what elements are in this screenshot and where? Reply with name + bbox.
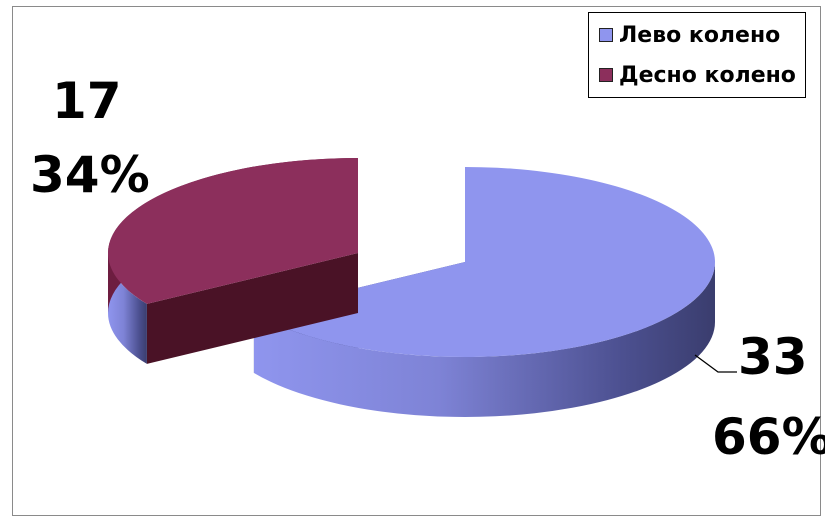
leader-line [694,354,737,373]
pie-slice-left-knee [253,167,715,357]
data-label-right-knee-percent: 34% [30,146,150,204]
legend-label-right-knee: Десно колено [619,62,796,88]
data-label-left-knee-value: 33 [738,328,808,386]
legend-item-right-knee: Десно колено [599,60,796,90]
legend-swatch-right-knee [599,68,613,82]
legend-item-left-knee: Лево колено [599,20,780,50]
data-label-right-knee-value: 17 [52,72,122,130]
data-label-left-knee-percent: 66% [712,408,825,466]
legend: Лево колено Десно колено [588,12,806,98]
pie-outer-wall-left-knee [253,262,715,418]
legend-swatch-left-knee [599,28,613,42]
legend-label-left-knee: Лево колено [619,22,781,48]
pie-slice-right-knee [108,158,359,304]
pie-side-wall-right-knee-0 [146,253,358,364]
